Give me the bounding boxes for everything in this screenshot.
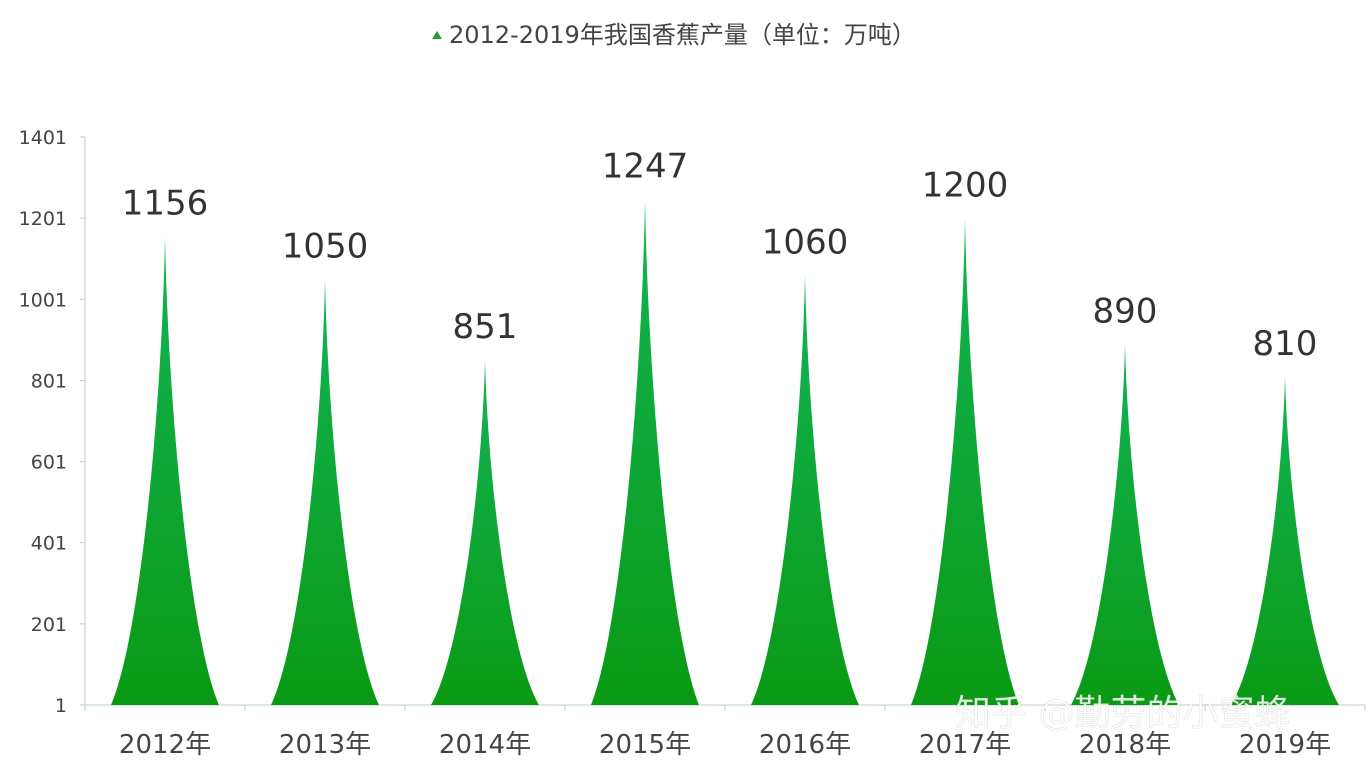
spike-2016年 <box>751 275 859 705</box>
y-tick-label: 1401 <box>19 127 67 149</box>
y-tick-label: 1201 <box>19 208 67 230</box>
y-tick-label: 201 <box>31 614 67 636</box>
data-label: 810 <box>1253 324 1318 364</box>
spike-2019年 <box>1231 376 1339 705</box>
data-label: 1050 <box>282 226 369 266</box>
spike-2017年 <box>911 218 1019 705</box>
data-label: 1200 <box>922 166 1009 206</box>
data-label: 1247 <box>602 146 689 186</box>
legend: 2012-2019年我国香蕉产量（单位：万吨） <box>432 21 916 49</box>
x-tick-label: 2014年 <box>439 730 531 760</box>
data-label: 890 <box>1093 291 1158 331</box>
spike-2015年 <box>591 199 699 706</box>
spike-2012年 <box>111 236 219 705</box>
y-tick-label: 1001 <box>19 289 67 311</box>
y-tick-label: 1 <box>55 695 67 717</box>
x-tick-label: 2015年 <box>599 730 691 760</box>
legend-triangle-marker <box>432 31 442 39</box>
x-tick-label: 2019年 <box>1239 730 1331 760</box>
spike-2013年 <box>271 279 379 705</box>
watermark: 知乎 @勤劳的小蜜蜂 <box>955 693 1290 734</box>
x-tick-label: 2016年 <box>759 730 851 760</box>
x-tick-label: 2013年 <box>279 730 371 760</box>
data-label: 851 <box>453 307 518 347</box>
data-label: 1156 <box>122 183 209 223</box>
spike-2018年 <box>1071 344 1179 705</box>
x-tick-label: 2017年 <box>919 730 1011 760</box>
spike-2014年 <box>431 360 539 705</box>
x-tick-label: 2012年 <box>119 730 211 760</box>
legend-label: 2012-2019年我国香蕉产量（单位：万吨） <box>449 21 916 49</box>
y-tick-label: 601 <box>31 452 67 474</box>
data-label: 1060 <box>762 222 849 262</box>
x-tick-label: 2018年 <box>1079 730 1171 760</box>
y-tick-label: 801 <box>31 370 67 392</box>
y-tick-label: 401 <box>31 533 67 555</box>
